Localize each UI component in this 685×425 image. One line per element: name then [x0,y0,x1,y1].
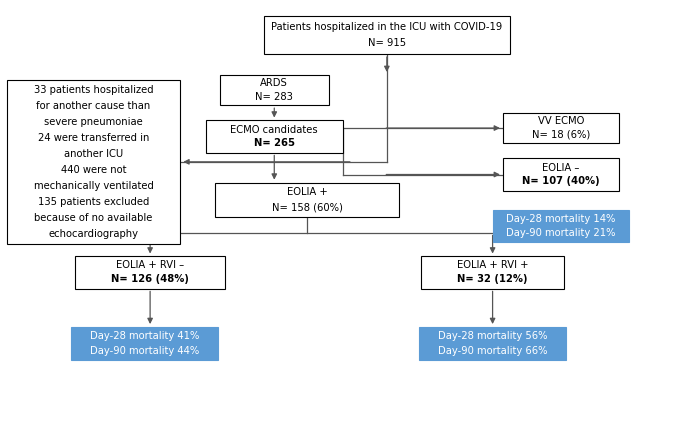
Text: another ICU: another ICU [64,149,123,159]
FancyBboxPatch shape [215,182,399,217]
Text: Day-28 mortality 14%: Day-28 mortality 14% [506,214,616,224]
Text: N= 283: N= 283 [256,92,293,102]
FancyBboxPatch shape [503,159,619,190]
FancyBboxPatch shape [264,16,510,54]
Text: EOLIA –: EOLIA – [542,162,580,173]
Text: Day-90 mortality 44%: Day-90 mortality 44% [90,346,199,356]
Text: Day-28 mortality 56%: Day-28 mortality 56% [438,331,547,341]
Text: mechanically ventilated: mechanically ventilated [34,181,153,191]
FancyBboxPatch shape [6,79,180,244]
Text: echocardiography: echocardiography [49,229,138,239]
FancyBboxPatch shape [421,256,564,289]
Text: ARDS: ARDS [260,79,288,88]
Text: N= 18 (6%): N= 18 (6%) [532,130,590,140]
FancyBboxPatch shape [75,256,225,289]
FancyBboxPatch shape [419,327,566,360]
FancyBboxPatch shape [206,120,342,153]
FancyBboxPatch shape [493,210,629,243]
Text: EOLIA +: EOLIA + [286,187,327,197]
Text: ECMO candidates: ECMO candidates [230,125,318,135]
Text: 440 were not: 440 were not [61,165,126,175]
Text: VV ECMO: VV ECMO [538,116,584,127]
Text: Day-90 mortality 66%: Day-90 mortality 66% [438,346,547,356]
Text: N= 126 (48%): N= 126 (48%) [111,275,189,284]
Text: 24 were transferred in: 24 were transferred in [38,133,149,143]
Text: N= 265: N= 265 [253,139,295,148]
Text: N= 158 (60%): N= 158 (60%) [271,202,342,212]
Text: EOLIA + RVI +: EOLIA + RVI + [457,261,528,270]
FancyBboxPatch shape [220,75,329,105]
Text: EOLIA + RVI –: EOLIA + RVI – [116,261,184,270]
Text: N= 32 (12%): N= 32 (12%) [458,275,528,284]
Text: N= 915: N= 915 [368,38,406,48]
Text: because of no available: because of no available [34,213,153,223]
Text: Patients hospitalized in the ICU with COVID-19: Patients hospitalized in the ICU with CO… [271,22,503,32]
FancyBboxPatch shape [503,113,619,143]
Text: for another cause than: for another cause than [36,101,151,111]
FancyBboxPatch shape [71,327,218,360]
Text: Day-28 mortality 41%: Day-28 mortality 41% [90,331,199,341]
Text: N= 107 (40%): N= 107 (40%) [522,176,599,187]
Text: 33 patients hospitalized: 33 patients hospitalized [34,85,153,95]
Text: Day-90 mortality 21%: Day-90 mortality 21% [506,228,616,238]
Text: severe pneumoniae: severe pneumoniae [44,117,143,127]
Text: 135 patients excluded: 135 patients excluded [38,197,149,207]
